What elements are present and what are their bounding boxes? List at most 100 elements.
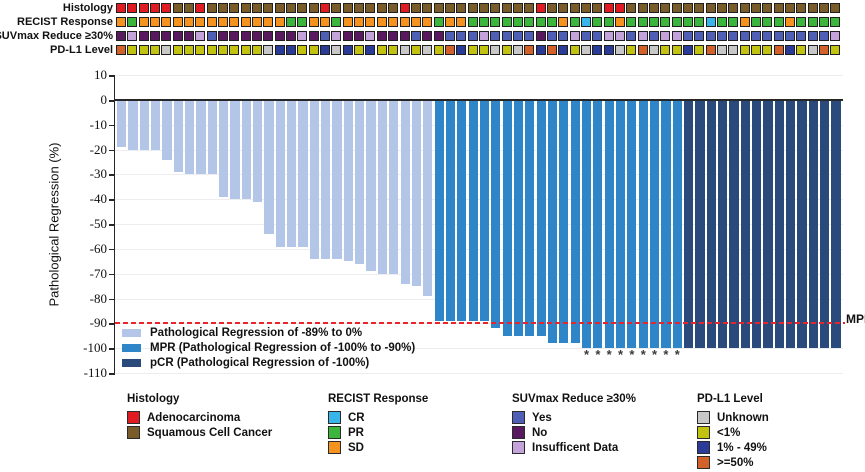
track-cell[interactable] [433,31,444,41]
track-cell[interactable] [614,31,625,41]
track-cell[interactable] [286,17,297,27]
patient-bar[interactable] [763,100,773,349]
legend-item-swatch[interactable] [697,456,710,469]
track-cell[interactable] [728,31,739,41]
track-cell[interactable] [150,31,161,41]
track-cell[interactable] [184,31,195,41]
track-cell[interactable] [558,45,569,55]
track-cell[interactable] [342,17,353,27]
track-cell[interactable] [478,45,489,55]
patient-bar[interactable] [332,100,342,259]
track-cell[interactable] [501,3,512,13]
track-cell[interactable] [546,3,557,13]
track-cell[interactable] [626,31,637,41]
track-cell[interactable] [399,3,410,13]
track-cell[interactable] [728,45,739,55]
track-cell[interactable] [206,3,217,13]
track-cell[interactable] [172,45,183,55]
track-cell[interactable] [512,3,523,13]
patient-bar[interactable] [808,100,818,349]
track-cell[interactable] [728,17,739,27]
track-cell[interactable] [240,3,251,13]
track-cell[interactable] [762,31,773,41]
track-cell[interactable] [138,17,149,27]
patient-bar[interactable] [321,100,331,259]
track-cell[interactable] [830,3,841,13]
track-cell[interactable] [116,3,126,13]
track-cell[interactable] [388,45,399,55]
track-cell[interactable] [580,31,591,41]
track-cell[interactable] [252,45,263,55]
patient-bar[interactable] [740,100,750,349]
track-cell[interactable] [365,3,376,13]
track-cell[interactable] [456,45,467,55]
track-cell[interactable] [603,17,614,27]
track-cell[interactable] [138,45,149,55]
track-cell[interactable] [819,17,830,27]
track-cell[interactable] [229,45,240,55]
track-cell[interactable] [546,31,557,41]
track-cell[interactable] [274,17,285,27]
track-cell[interactable] [705,3,716,13]
track-cell[interactable] [195,45,206,55]
track-cell[interactable] [660,17,671,27]
track-cell[interactable] [773,31,784,41]
track-cell[interactable] [240,31,251,41]
patient-bar[interactable] [219,100,229,197]
track-cell[interactable] [614,45,625,55]
patient-bar[interactable] [604,100,614,349]
track-cell[interactable] [229,3,240,13]
track-cell[interactable] [161,31,172,41]
track-cell[interactable] [467,17,478,27]
track-cell[interactable] [819,31,830,41]
track-cell[interactable] [717,31,728,41]
track-cell[interactable] [762,45,773,55]
track-cell[interactable] [297,3,308,13]
track-cell[interactable] [342,31,353,41]
patient-bar[interactable] [355,100,365,264]
track-cell[interactable] [263,45,274,55]
patient-bar[interactable] [706,100,716,349]
track-cell[interactable] [365,31,376,41]
track-cell[interactable] [830,45,841,55]
patient-bar[interactable] [343,100,353,262]
track-cell[interactable] [671,17,682,27]
track-cell[interactable] [671,3,682,13]
track-cell[interactable] [308,17,319,27]
track-cell[interactable] [467,31,478,41]
track-cell[interactable] [410,3,421,13]
track-cell[interactable] [592,31,603,41]
track-cell[interactable] [512,31,523,41]
track-cell[interactable] [376,31,387,41]
track-cell[interactable] [569,31,580,41]
track-cell[interactable] [399,31,410,41]
patient-bar[interactable] [117,100,127,148]
track-cell[interactable] [274,31,285,41]
track-cell[interactable] [297,17,308,27]
track-cell[interactable] [206,17,217,27]
track-cell[interactable] [558,3,569,13]
patient-bar[interactable] [434,100,444,321]
track-cell[interactable] [467,45,478,55]
track-cell[interactable] [807,3,818,13]
track-cell[interactable] [354,45,365,55]
track-cell[interactable] [331,3,342,13]
track-cell[interactable] [490,3,501,13]
legend-item-swatch[interactable] [697,426,710,439]
track-cell[interactable] [773,17,784,27]
track-cell[interactable] [342,45,353,55]
patient-bar[interactable] [615,100,626,349]
track-cell[interactable] [501,31,512,41]
patient-bar[interactable] [253,100,263,202]
track-cell[interactable] [263,17,274,27]
track-cell[interactable] [807,45,818,55]
track-cell[interactable] [195,31,206,41]
track-cell[interactable] [683,17,693,27]
track-cell[interactable] [546,17,557,27]
track-cell[interactable] [785,3,796,13]
track-cell[interactable] [150,17,161,27]
track-cell[interactable] [478,3,489,13]
track-cell[interactable] [195,3,206,13]
track-cell[interactable] [739,31,750,41]
patient-bar[interactable] [389,100,399,274]
